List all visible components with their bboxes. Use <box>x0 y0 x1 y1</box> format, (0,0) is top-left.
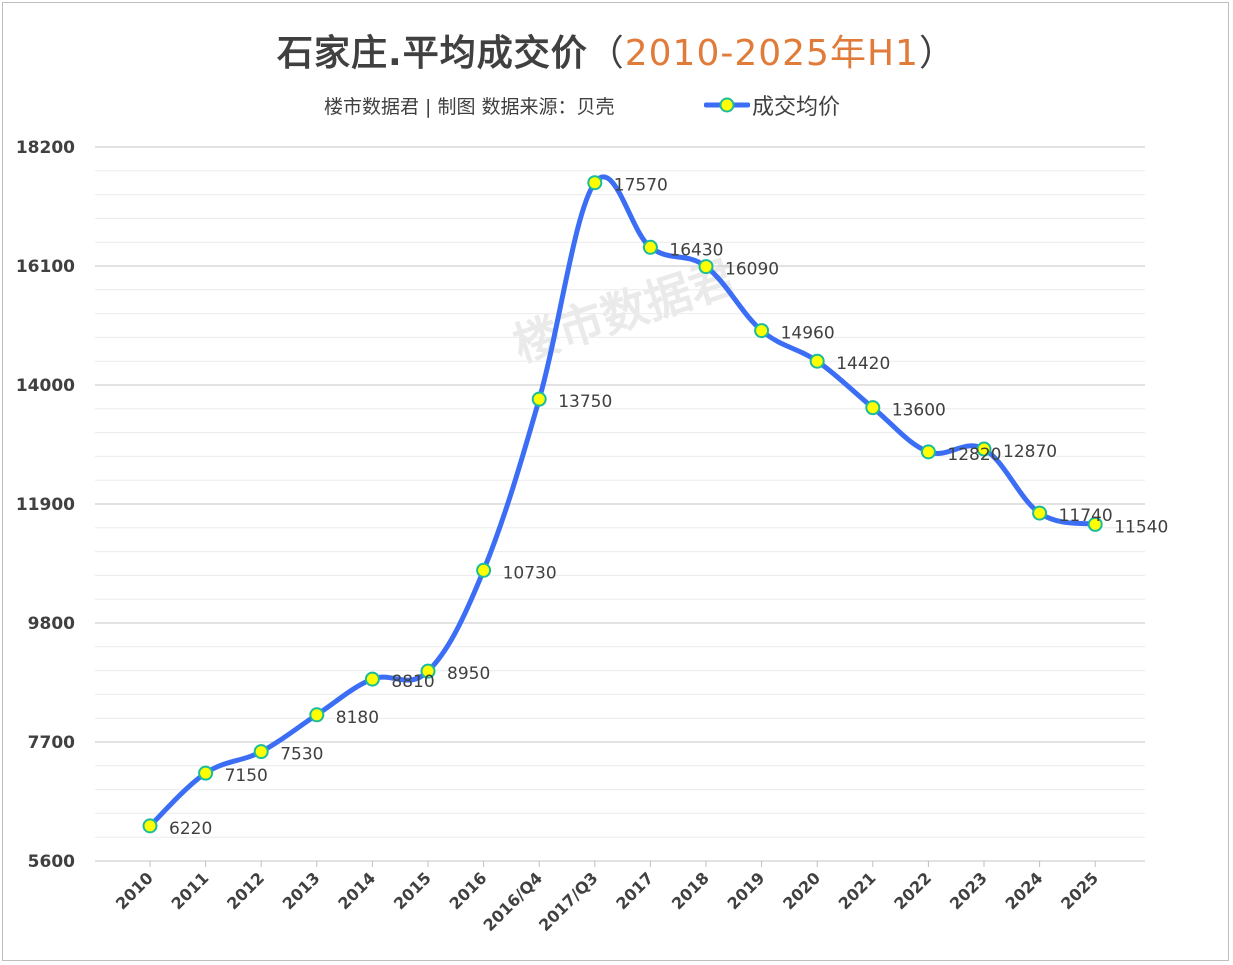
data-label: 11540 <box>1114 517 1168 537</box>
x-tick-label: 2018 <box>668 868 713 913</box>
data-point <box>754 323 770 339</box>
x-tick-label: 2020 <box>779 868 824 913</box>
title-close-paren: ） <box>918 33 956 74</box>
x-tick-label: 2016/Q4 <box>479 868 546 935</box>
data-point <box>865 400 881 416</box>
x-tick-label: 2017/Q3 <box>535 868 602 935</box>
data-label: 11740 <box>1059 506 1113 526</box>
data-label: 12820 <box>947 445 1001 465</box>
title-highlight: 2010-2025年H1 <box>624 33 919 74</box>
y-tick-label: 16100 <box>16 257 75 277</box>
data-point <box>420 663 436 679</box>
x-tick-label: 2019 <box>724 868 769 913</box>
y-tick-label: 18200 <box>16 138 75 158</box>
y-axis: 5600 7700 9800 11900 14000 16100 18200 <box>16 138 75 872</box>
data-label: 13750 <box>558 392 612 412</box>
data-point <box>698 259 714 275</box>
data-point <box>587 175 603 191</box>
x-tick-label: 2015 <box>390 868 435 913</box>
title-open-paren: （ <box>587 33 625 74</box>
data-label: 14420 <box>836 354 890 374</box>
x-tick-label: 2016 <box>446 868 491 913</box>
x-tick-label: 2013 <box>279 868 324 913</box>
legend-line-marker-icon <box>703 93 751 117</box>
data-point <box>309 707 325 723</box>
data-point <box>142 818 158 834</box>
data-point <box>976 441 992 457</box>
series-line <box>147 174 1098 829</box>
data-point <box>364 671 380 687</box>
x-tick-label: 2024 <box>1002 868 1047 913</box>
data-label: 8950 <box>447 664 490 684</box>
y-tick-label: 5600 <box>28 852 75 872</box>
data-point <box>1032 505 1048 521</box>
data-label: 7150 <box>225 766 268 786</box>
data-label: 14960 <box>781 324 835 344</box>
data-point <box>198 765 214 781</box>
x-tick-label: 2021 <box>835 868 880 913</box>
chart-title: 石家庄.平均成交价（2010-2025年H1） <box>0 24 1233 76</box>
y-tick-label: 14000 <box>16 376 75 396</box>
data-point <box>531 391 547 407</box>
y-tick-label: 9800 <box>28 614 75 634</box>
data-point <box>642 239 658 255</box>
data-points <box>142 175 1103 834</box>
data-label: 6220 <box>169 819 212 839</box>
grid-lines <box>95 146 1145 862</box>
y-tick-label: 11900 <box>16 495 75 515</box>
data-point <box>476 562 492 578</box>
data-point <box>920 444 936 460</box>
data-label: 17570 <box>614 176 668 196</box>
legend-label: 成交均价 <box>752 95 841 120</box>
data-label: 13600 <box>892 401 946 421</box>
data-point <box>809 353 825 369</box>
x-tick-label: 2012 <box>223 868 268 913</box>
data-label: 7530 <box>280 745 323 765</box>
data-point <box>1087 516 1103 532</box>
series-line-group <box>147 174 1098 829</box>
data-label: 16090 <box>725 260 779 280</box>
title-main: 石家庄.平均成交价 <box>277 33 588 74</box>
data-label: 10730 <box>503 563 557 583</box>
data-labels: 6220 7150 7530 8180 8810 8950 10730 13750 17570 1… <box>169 176 1168 839</box>
x-tick-label: 2017 <box>612 868 657 913</box>
y-tick-label: 7700 <box>28 733 75 753</box>
x-tick-label: 2023 <box>946 868 991 913</box>
x-tick-label: 2011 <box>168 868 213 913</box>
x-tick-label: 2025 <box>1057 868 1102 913</box>
data-label: 16430 <box>669 240 723 260</box>
chart-subtitle: 楼市数据君 | 制图 数据来源：贝壳 <box>324 96 615 118</box>
chart-legend: 成交均价 <box>703 90 841 120</box>
data-label: 12870 <box>1003 442 1057 462</box>
data-label: 8180 <box>336 708 379 728</box>
data-label: 8810 <box>391 672 434 692</box>
x-tick-label: 2022 <box>890 868 935 913</box>
legend-swatch-svg <box>703 97 751 113</box>
x-axis: 2010 2011 2012 2013 2014 2015 20162016/Q42017/… <box>112 861 1102 935</box>
x-tick-label: 2014 <box>334 868 379 913</box>
data-point <box>253 744 269 760</box>
x-tick-label: 2010 <box>112 868 157 913</box>
